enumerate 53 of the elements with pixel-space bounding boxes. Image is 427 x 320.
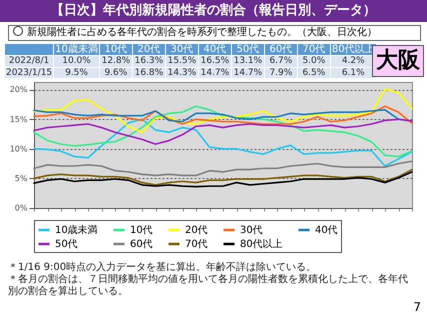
text: 大阪 bbox=[376, 48, 420, 73]
chart-subtitle: 新規陽性者に占める各年代の割合を時系列で整理したもの。（大阪、日次化） bbox=[27, 27, 377, 38]
text: 40代 bbox=[204, 44, 226, 55]
text: 60代 bbox=[270, 44, 292, 55]
text: 7 bbox=[413, 300, 421, 314]
y-tick-label: 5% bbox=[14, 174, 28, 183]
text: 50代 bbox=[236, 44, 260, 55]
text: ＊1/16 9:00時点の入力データを基に算出。年齢不詳は除いている。 bbox=[8, 262, 318, 274]
y-tick-label: 20% bbox=[10, 85, 28, 94]
text: 16.5% bbox=[198, 56, 232, 68]
text: 14.7% bbox=[198, 68, 232, 80]
text: 10歳未満 bbox=[55, 44, 98, 55]
text: 12.8% bbox=[99, 56, 132, 68]
legend-label: 30代 bbox=[240, 225, 263, 236]
line-series bbox=[33, 118, 413, 145]
legend-label: 10歳未満 bbox=[55, 224, 98, 236]
legend-label: 80代以上 bbox=[240, 238, 283, 250]
text: 2022/8/1 bbox=[4, 56, 54, 68]
legend-label: 50代 bbox=[55, 239, 78, 250]
text: 2023/1/15 bbox=[4, 68, 54, 80]
text: 6.5% bbox=[297, 68, 330, 80]
legend-label: 10代 bbox=[130, 225, 153, 236]
line-series bbox=[33, 88, 413, 134]
text: 5.0% bbox=[297, 56, 330, 68]
text: 4.2% bbox=[330, 56, 376, 68]
text: 16.3% bbox=[132, 56, 166, 68]
legend-label: 60代 bbox=[130, 239, 153, 250]
line-series bbox=[33, 118, 413, 167]
legend-label: 40代 bbox=[315, 225, 338, 236]
text: 70代 bbox=[302, 44, 326, 55]
text: 30代 bbox=[170, 44, 194, 55]
chart-title: 【日次】年代別新規陽性者の割合（報告日別、データ） bbox=[0, 0, 427, 22]
text: 13.1% bbox=[231, 56, 264, 68]
text: ＊各月の割合は、７日間移動平均の値を用いて各月の陽性者数を累積化した上で、各年代別の割合を算出している。 bbox=[8, 274, 408, 298]
y-tick-label: 10% bbox=[10, 144, 28, 154]
text: 9.5% bbox=[54, 68, 100, 80]
y-tick-label: 0% bbox=[14, 204, 28, 212]
text: 20代 bbox=[138, 44, 160, 55]
text: 14.3% bbox=[165, 68, 198, 80]
text: 6.1% bbox=[330, 68, 376, 80]
legend-label: 70代 bbox=[185, 239, 208, 250]
text: 10代 bbox=[104, 44, 128, 55]
text: 9.6% bbox=[99, 68, 132, 80]
line-series bbox=[33, 105, 413, 158]
text: 14.7% bbox=[231, 68, 264, 80]
line-series bbox=[33, 105, 413, 125]
text: 6.7% bbox=[264, 56, 298, 68]
y-tick-label: 15% bbox=[10, 114, 28, 124]
text: 15.5% bbox=[165, 56, 198, 68]
text: 7.9% bbox=[264, 68, 298, 80]
legend-label: 20代 bbox=[185, 225, 208, 236]
text: 16.8% bbox=[132, 68, 166, 80]
text: 10.0% bbox=[54, 56, 100, 68]
